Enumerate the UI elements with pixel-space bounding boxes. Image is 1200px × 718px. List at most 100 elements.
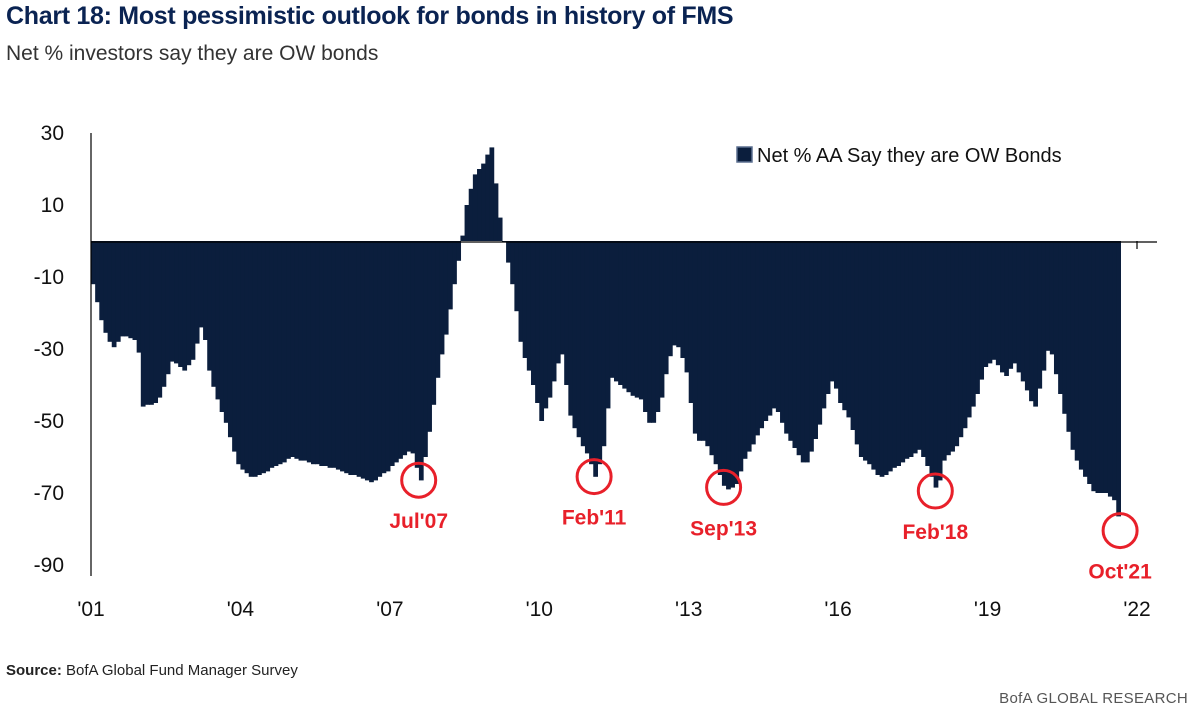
x-tick-label: '13 (675, 598, 702, 621)
bar-90 (464, 205, 470, 241)
y-tick-label: -50 (34, 410, 64, 433)
bar-204 (937, 241, 943, 481)
y-tick-label: 30 (41, 122, 64, 145)
bar-179 (833, 241, 839, 389)
bar-141 (676, 241, 682, 348)
bar-181 (842, 241, 848, 411)
bar-91 (468, 188, 474, 241)
bar-111 (551, 241, 557, 382)
bar-113 (560, 241, 565, 355)
bar-235 (1066, 241, 1072, 432)
bar-117 (576, 241, 582, 438)
bar-19 (169, 241, 175, 362)
bar-196 (904, 241, 910, 459)
bar-107 (535, 241, 540, 403)
bar-50 (298, 241, 304, 461)
bar-238 (1078, 241, 1084, 470)
bar-60 (340, 241, 345, 472)
bar-26 (198, 241, 204, 328)
bar-72 (389, 241, 395, 466)
bar-17 (161, 241, 167, 387)
bar-7 (120, 241, 125, 337)
bar-152 (721, 241, 727, 486)
bar-154 (730, 241, 735, 488)
bar-124 (605, 241, 611, 409)
bar-127 (618, 241, 623, 385)
bar-31 (219, 241, 225, 412)
bar-114 (564, 241, 569, 385)
bar-150 (713, 241, 719, 465)
bar-221 (1008, 241, 1014, 369)
bar-187 (867, 241, 872, 465)
bar-188 (871, 241, 877, 470)
bar-2 (99, 241, 105, 321)
bar-39 (252, 241, 258, 477)
bar-215 (983, 241, 989, 367)
bar-156 (738, 241, 744, 472)
bar-10 (132, 241, 138, 340)
bar-9 (128, 241, 134, 339)
bar-161 (759, 241, 765, 429)
bar-160 (755, 241, 760, 436)
bar-203 (933, 241, 939, 488)
bar-130 (630, 241, 636, 396)
bar-109 (543, 241, 549, 409)
bar-182 (846, 241, 852, 418)
bar-138 (663, 241, 669, 375)
bar-224 (1020, 241, 1026, 382)
bar-191 (883, 241, 889, 475)
legend-label: Net % AA Say they are OW Bonds (757, 145, 1062, 167)
bar-163 (767, 241, 773, 416)
bar-28 (207, 241, 212, 371)
bar-133 (643, 241, 648, 412)
bar-149 (709, 241, 715, 456)
bar-207 (950, 241, 955, 452)
bar-213 (975, 241, 980, 394)
bar-47 (286, 241, 291, 459)
x-tick-label: '16 (824, 598, 851, 621)
bar-167 (784, 241, 789, 434)
x-tick-label: '01 (77, 598, 104, 621)
bar-159 (750, 241, 756, 445)
bar-64 (356, 241, 362, 477)
bar-234 (1062, 241, 1068, 414)
source-note: Source: BofA Global Fund Manager Survey (6, 662, 298, 679)
bar-84 (439, 241, 445, 355)
x-tick-label: '19 (974, 598, 1001, 621)
bar-169 (792, 241, 798, 448)
bar-176 (821, 241, 827, 409)
x-tick-label: '07 (376, 598, 403, 621)
bar-121 (593, 241, 598, 477)
bar-51 (302, 241, 308, 461)
bar-95 (485, 154, 491, 241)
bar-73 (394, 241, 399, 463)
bar-174 (813, 241, 818, 439)
bar-81 (427, 241, 432, 432)
bar-79 (418, 241, 424, 481)
bar-110 (547, 241, 553, 398)
bar-67 (369, 241, 374, 483)
bar-210 (962, 241, 968, 429)
source-text: BofA Global Fund Manager Survey (66, 662, 298, 679)
bar-108 (539, 241, 545, 421)
bar-226 (1029, 241, 1034, 402)
bar-68 (373, 241, 378, 481)
annotation-circle (575, 458, 613, 496)
bar-25 (194, 241, 200, 344)
bar-195 (900, 241, 906, 463)
bar-211 (966, 241, 972, 418)
bar-129 (626, 241, 632, 393)
y-tick-label: -30 (34, 338, 64, 361)
bar-44 (273, 241, 279, 466)
bar-236 (1070, 241, 1076, 450)
bar-58 (331, 241, 337, 468)
bar-78 (414, 241, 420, 468)
bar-142 (680, 241, 686, 358)
bar-145 (692, 241, 698, 434)
bar-134 (647, 241, 652, 423)
bar-170 (796, 241, 802, 456)
bar-155 (734, 241, 740, 484)
annotation-label: Oct'21 (1088, 561, 1152, 584)
chart-subtitle: Net % investors say they are OW bonds (6, 42, 379, 65)
annotations: Jul'07 Feb'11 Sep'13 Feb'18 Oct'21 (389, 458, 1152, 584)
